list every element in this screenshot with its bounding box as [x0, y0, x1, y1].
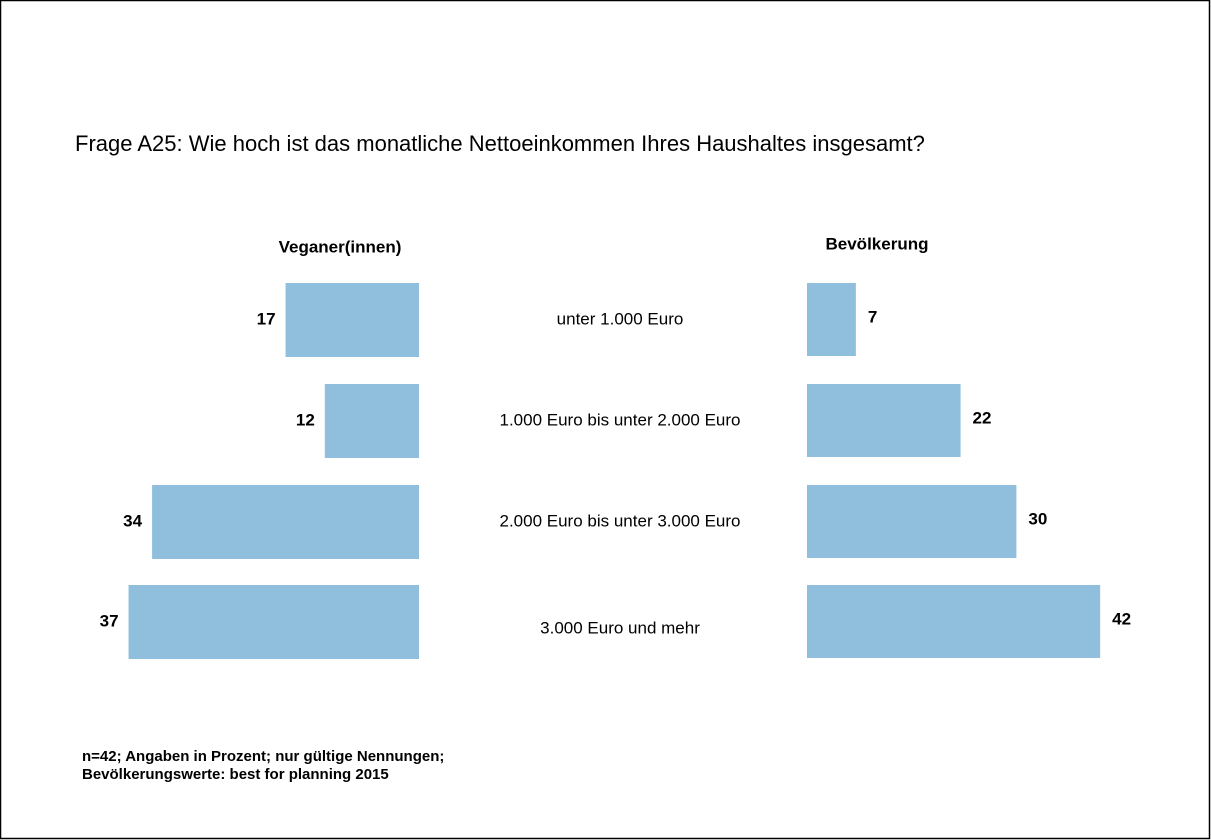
- footnote: n=42; Angaben in Prozent; nur gültige Ne…: [82, 748, 444, 765]
- bar: [807, 585, 1101, 658]
- bar: [152, 485, 419, 559]
- series-header: Bevölkerung: [826, 234, 929, 253]
- chart-title: Frage A25: Wie hoch ist das monatliche N…: [75, 131, 925, 156]
- value-label: 12: [296, 410, 315, 429]
- bar: [807, 384, 961, 457]
- category-label: 2.000 Euro bis unter 3.000 Euro: [500, 511, 741, 530]
- bar: [807, 283, 856, 356]
- value-label: 7: [868, 307, 877, 326]
- value-label: 34: [123, 511, 142, 530]
- footnote: Bevölkerungswerte: best for planning 201…: [82, 766, 389, 783]
- bar: [324, 384, 419, 458]
- bar: [128, 585, 420, 659]
- value-label: 37: [100, 611, 119, 630]
- bar: [807, 485, 1017, 558]
- category-label: unter 1.000 Euro: [557, 309, 684, 328]
- series-header: Veganer(innen): [279, 237, 402, 256]
- category-label: 1.000 Euro bis unter 2.000 Euro: [500, 410, 741, 429]
- value-label: 30: [1028, 509, 1047, 528]
- value-label: 22: [973, 408, 992, 427]
- category-label: 3.000 Euro und mehr: [540, 618, 700, 637]
- value-label: 42: [1112, 609, 1131, 628]
- bar: [285, 283, 419, 357]
- value-label: 17: [257, 309, 276, 328]
